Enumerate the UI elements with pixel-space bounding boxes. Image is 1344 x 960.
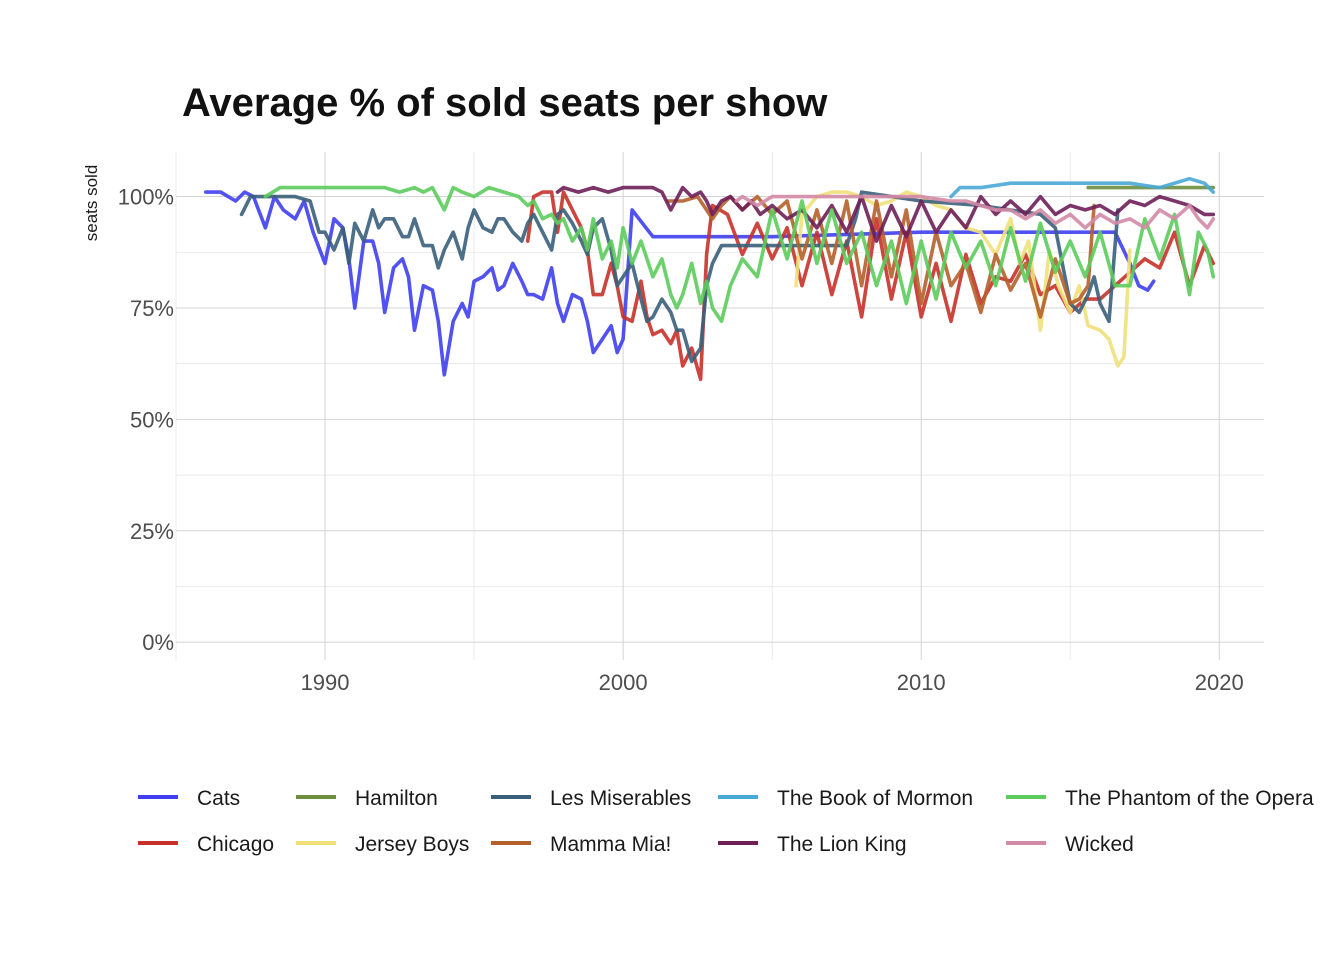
legend-item: Mamma Mia! — [491, 833, 671, 856]
legend-item: Les Miserables — [491, 787, 691, 810]
legend-item: The Phantom of the Opera — [1006, 787, 1314, 810]
series-line-the-book-of-mormon — [949, 176, 1216, 199]
x-axis-ticks: 1990 2000 2010 2020 — [301, 670, 1244, 695]
legend-item: Chicago — [138, 833, 274, 856]
legend-label: Hamilton — [355, 787, 438, 810]
legend-label: Wicked — [1065, 833, 1134, 856]
series-line-the-lion-king — [555, 185, 1216, 243]
legend-item: The Lion King — [718, 833, 907, 856]
chart-title: Average % of sold seats per show — [182, 81, 828, 125]
x-tick-label: 2020 — [1195, 670, 1244, 695]
legend-label: The Phantom of the Opera — [1065, 787, 1314, 810]
legend-label: The Lion King — [777, 833, 907, 856]
y-tick-label: 50% — [130, 407, 174, 432]
legend-label: Mamma Mia! — [550, 833, 671, 856]
y-tick-label: 25% — [130, 519, 174, 544]
legend-item: Cats — [138, 787, 240, 810]
y-tick-label: 100% — [118, 185, 174, 210]
series-line-jersey-boys — [794, 190, 1132, 368]
grid — [175, 152, 1264, 660]
legend-label: Cats — [197, 787, 240, 810]
x-tick-label: 2000 — [599, 670, 648, 695]
series-line-cats — [204, 190, 1156, 377]
y-tick-label: 75% — [130, 296, 174, 321]
legend-label: Chicago — [197, 833, 274, 856]
legend-label: Les Miserables — [550, 787, 691, 810]
series-lines — [204, 176, 1216, 382]
legend-item: The Book of Mormon — [718, 787, 973, 810]
series-line-the-phantom-of-the-opera — [263, 185, 1216, 324]
legend-item: Jersey Boys — [296, 833, 469, 856]
x-tick-label: 1990 — [301, 670, 350, 695]
y-axis-ticks: 0% 25% 50% 75% 100% — [118, 185, 174, 656]
legend: Cats Chicago Hamilton Jersey Boys Les Misera… — [138, 787, 1314, 856]
legend-item: Wicked — [1006, 833, 1134, 856]
y-tick-label: 0% — [142, 630, 174, 655]
legend-label: The Book of Mormon — [777, 787, 973, 810]
legend-label: Jersey Boys — [355, 833, 469, 856]
x-tick-label: 2010 — [897, 670, 946, 695]
legend-item: Hamilton — [296, 787, 438, 810]
series-line-wicked — [734, 194, 1216, 230]
series-line-les-miserables — [239, 190, 1120, 364]
y-axis-label: seats sold — [82, 165, 101, 242]
